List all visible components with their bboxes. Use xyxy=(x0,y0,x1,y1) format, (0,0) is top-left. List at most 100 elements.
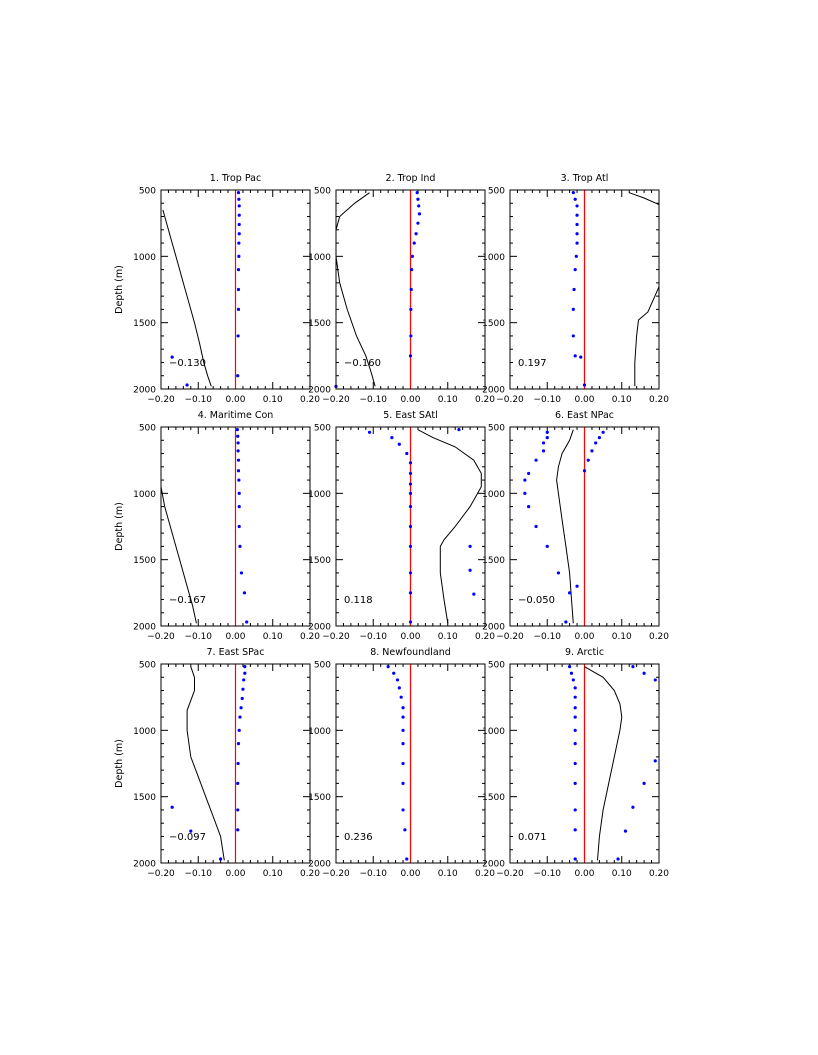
y-tick-label: 1500 xyxy=(133,556,156,566)
data-point xyxy=(408,461,413,465)
data-point xyxy=(401,742,405,746)
y-tick-label: 1500 xyxy=(482,793,505,803)
x-tick-label: −0.20 xyxy=(147,632,175,642)
y-axis-label: Depth (m) xyxy=(114,739,125,788)
data-point xyxy=(243,665,247,669)
correlation-label: 0.118 xyxy=(344,595,373,606)
data-point xyxy=(242,591,247,595)
x-tick-label: 0.10 xyxy=(612,632,632,642)
data-point xyxy=(238,715,242,719)
data-point xyxy=(573,197,577,201)
data-point xyxy=(601,430,605,434)
data-point xyxy=(408,591,413,595)
data-point xyxy=(392,671,396,675)
panel-9: 9. Arctic −0.20 −0.10 0.00 0.10 0.20 500 1000 15… xyxy=(482,647,669,879)
x-tick-label: 0.00 xyxy=(225,395,245,405)
data-point xyxy=(597,436,602,440)
correlation-label: −0.167 xyxy=(169,595,206,606)
data-point xyxy=(573,686,577,690)
data-point xyxy=(575,213,579,217)
x-tick-label: 0.00 xyxy=(574,395,594,405)
y-tick-label: 2000 xyxy=(133,386,156,396)
x-tick-label: 0.20 xyxy=(475,869,495,879)
data-point xyxy=(590,449,594,453)
data-point xyxy=(237,524,241,529)
data-point xyxy=(571,307,575,311)
data-point xyxy=(408,620,413,624)
data-point xyxy=(573,695,577,699)
data-point xyxy=(236,268,241,272)
data-point xyxy=(653,759,657,763)
panel-5: 5. East SAtl −0.20 −0.10 0.00 0.10 0.20 500 100… xyxy=(308,410,495,642)
x-tick-label: 0.10 xyxy=(438,869,458,879)
data-point xyxy=(416,221,420,225)
data-point xyxy=(545,430,549,434)
data-point xyxy=(575,222,579,227)
data-point xyxy=(571,191,575,195)
panel-title: 1. Trop Pac xyxy=(210,173,261,184)
data-point xyxy=(185,383,189,387)
data-point xyxy=(545,544,549,549)
data-point xyxy=(571,334,575,338)
x-tick-label: 0.20 xyxy=(475,632,495,642)
data-point xyxy=(564,620,568,624)
x-tick-label: 0.10 xyxy=(612,869,632,879)
data-point xyxy=(575,204,579,208)
x-tick-label: 0.00 xyxy=(574,632,594,642)
data-point xyxy=(568,665,572,669)
y-tick-label: 1000 xyxy=(133,490,156,500)
data-point xyxy=(579,355,583,359)
x-tick-label: −0.10 xyxy=(184,395,212,405)
y-tick-label: 500 xyxy=(488,424,505,434)
x-tick-label: 0.00 xyxy=(574,869,594,879)
data-point xyxy=(237,505,241,509)
panel-title: 3. Trop Atl xyxy=(561,173,609,184)
series-line xyxy=(629,192,660,206)
x-tick-label: −0.20 xyxy=(496,869,524,879)
data-point xyxy=(408,471,413,476)
data-point xyxy=(523,478,527,482)
x-tick-label: −0.20 xyxy=(322,395,350,405)
correlation-label: −0.050 xyxy=(518,595,555,606)
panel-title: 8. Newfoundland xyxy=(370,647,451,658)
data-point xyxy=(653,678,657,682)
data-point xyxy=(468,568,472,572)
x-tick-label: 0.10 xyxy=(263,395,283,405)
data-point xyxy=(401,761,405,766)
data-point xyxy=(408,544,413,549)
data-point xyxy=(237,197,241,201)
data-point xyxy=(541,441,546,445)
data-point xyxy=(236,469,241,473)
data-point xyxy=(170,355,174,359)
data-point xyxy=(237,241,241,245)
y-tick-label: 1000 xyxy=(133,727,156,737)
data-point xyxy=(390,436,394,440)
data-point xyxy=(237,232,241,236)
correlation-label: −0.130 xyxy=(169,358,206,369)
correlation-label: 0.236 xyxy=(344,832,373,843)
x-tick-label: 0.10 xyxy=(612,395,632,405)
y-tick-label: 2000 xyxy=(133,860,156,870)
data-point xyxy=(572,287,576,292)
x-tick-label: −0.20 xyxy=(322,869,350,879)
data-point xyxy=(594,441,598,445)
x-tick-label: −0.10 xyxy=(533,869,561,879)
x-tick-label: 0.00 xyxy=(400,869,420,879)
panel-4: 4. Maritime Con −0.20 −0.10 0.00 0.10 0.20 500… xyxy=(114,410,320,642)
data-point xyxy=(401,728,405,732)
data-point xyxy=(527,505,531,509)
data-point xyxy=(575,584,579,588)
data-point xyxy=(623,829,628,833)
data-point xyxy=(556,571,561,575)
data-point xyxy=(574,254,578,258)
y-tick-label: 1500 xyxy=(133,793,156,803)
panel-2: 2. Trop Ind −0.20 −0.10 0.00 0.10 0.20 500 1000… xyxy=(308,173,495,405)
plot-frame xyxy=(160,189,311,390)
data-point xyxy=(242,678,246,682)
data-point xyxy=(241,687,245,691)
y-tick-label: 1500 xyxy=(482,556,505,566)
plot-frame xyxy=(160,663,311,864)
x-tick-label: 0.20 xyxy=(475,395,495,405)
x-tick-label: 0.20 xyxy=(300,632,320,642)
series-line xyxy=(162,209,212,387)
